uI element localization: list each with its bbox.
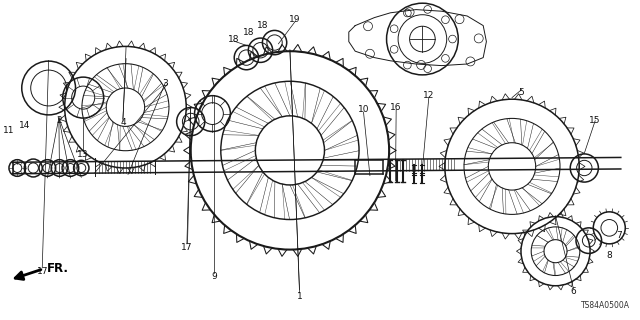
Text: 14: 14 [19, 121, 30, 130]
Text: 9: 9 [211, 272, 216, 281]
Text: 17: 17 [36, 267, 48, 276]
Text: TS84A0500A: TS84A0500A [581, 301, 630, 310]
Text: 16: 16 [390, 103, 402, 112]
Text: 5: 5 [519, 88, 524, 97]
Text: 18: 18 [228, 36, 239, 44]
Text: 1: 1 [297, 292, 302, 301]
Text: 2: 2 [56, 116, 61, 125]
Text: 4: 4 [120, 118, 125, 127]
Text: 19: 19 [289, 15, 300, 24]
Text: FR.: FR. [47, 262, 69, 275]
Text: 15: 15 [589, 116, 601, 125]
Text: 13: 13 [77, 150, 89, 159]
Text: 18: 18 [243, 28, 254, 37]
Text: 18: 18 [257, 21, 269, 30]
Text: 8: 8 [607, 252, 612, 260]
Text: 10: 10 [358, 105, 369, 114]
Text: 12: 12 [423, 92, 435, 100]
Text: 6: 6 [571, 287, 576, 296]
Text: 3: 3 [163, 79, 168, 88]
Text: 7: 7 [617, 231, 622, 240]
Text: 17: 17 [181, 243, 193, 252]
Text: 11: 11 [3, 126, 15, 135]
